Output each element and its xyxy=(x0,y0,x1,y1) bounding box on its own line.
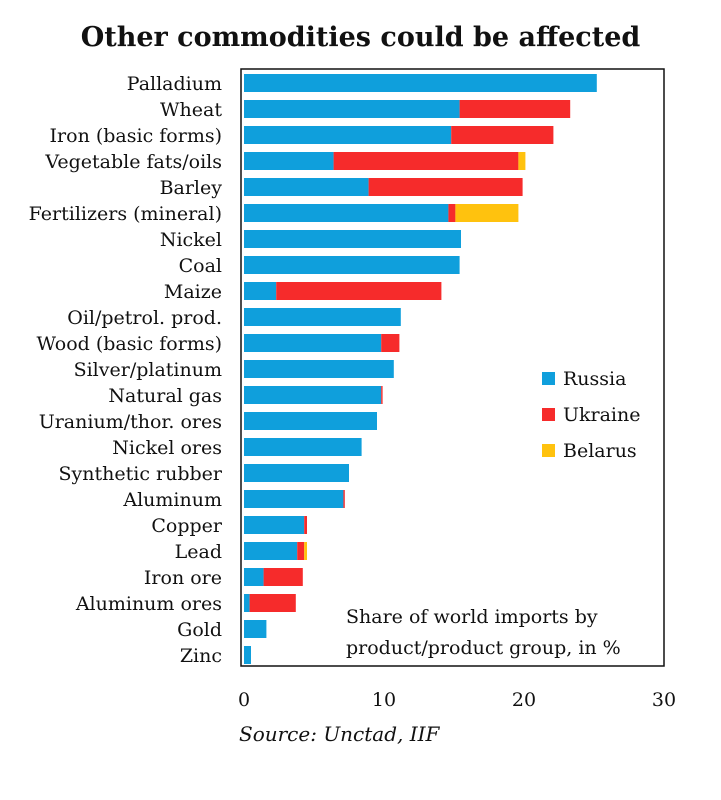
category-labels-group: Palladium Wheat Iron (basic forms) Vegetabl… xyxy=(29,73,223,667)
category-label: Zinc xyxy=(180,645,222,667)
bar-nickel-ores-russia xyxy=(244,438,362,456)
bar-silver-platinum-russia xyxy=(244,360,394,378)
bar-aluminum-ores-ukraine xyxy=(249,594,296,612)
x-tick-label: 30 xyxy=(652,689,676,711)
bar-vegetable-fats-oils-ukraine xyxy=(333,152,519,170)
x-tick-label: 10 xyxy=(372,689,396,711)
bar-copper-ukraine xyxy=(304,516,307,534)
category-label: Copper xyxy=(151,515,223,537)
category-label: Aluminum xyxy=(122,489,222,511)
category-label: Wood (basic forms) xyxy=(37,333,222,355)
bar-natural-gas-ukraine xyxy=(381,386,383,404)
bar-lead-belarus xyxy=(304,542,307,560)
chart-note: Share of world imports by product/produc… xyxy=(346,602,621,664)
bar-palladium-russia xyxy=(244,74,597,92)
bars-group xyxy=(244,74,597,664)
legend-label-belarus: Belarus xyxy=(563,440,637,462)
bar-aluminum-ukraine xyxy=(343,490,345,508)
category-label: Barley xyxy=(160,177,223,199)
category-label: Palladium xyxy=(127,73,222,95)
source-note: Source: Unctad, IIF xyxy=(239,722,440,746)
category-label: Iron (basic forms) xyxy=(50,125,222,147)
bar-fertilizers-mineral-russia xyxy=(244,204,449,222)
category-label: Aluminum ores xyxy=(75,593,222,615)
category-label: Uranium/thor. ores xyxy=(39,411,222,433)
bar-aluminum-ores-russia xyxy=(244,594,250,612)
bar-iron-basic-forms-russia xyxy=(244,126,452,144)
bar-fertilizers-mineral-belarus xyxy=(455,204,519,222)
legend: Russia Ukraine Belarus xyxy=(542,368,641,462)
bar-barley-ukraine xyxy=(368,178,523,196)
category-label: Nickel ores xyxy=(112,437,222,459)
x-tick-label: 0 xyxy=(238,689,250,711)
bar-barley-russia xyxy=(244,178,369,196)
bar-maize-russia xyxy=(244,282,277,300)
chart-note-line-2: product/product group, in % xyxy=(346,637,621,659)
category-label: Natural gas xyxy=(108,385,222,407)
legend-swatch-ukraine xyxy=(542,408,555,421)
bar-coal-russia xyxy=(244,256,460,274)
x-tick-label: 20 xyxy=(512,689,536,711)
bar-vegetable-fats-oils-russia xyxy=(244,152,334,170)
category-label: Synthetic rubber xyxy=(59,463,223,485)
bar-gold-russia xyxy=(244,620,267,638)
bar-synthetic-rubber-russia xyxy=(244,464,349,482)
category-label: Silver/platinum xyxy=(74,359,222,381)
bar-aluminum-russia xyxy=(244,490,344,508)
legend-label-ukraine: Ukraine xyxy=(563,404,641,426)
category-label: Gold xyxy=(177,619,222,641)
category-label: Coal xyxy=(179,255,222,277)
plot-frame xyxy=(240,68,665,667)
category-label: Nickel xyxy=(160,229,222,251)
bar-wheat-ukraine xyxy=(459,100,571,118)
category-label: Fertilizers (mineral) xyxy=(29,203,222,225)
x-tick-labels-group: 0 10 20 30 xyxy=(238,689,676,711)
bar-fertilizers-mineral-ukraine xyxy=(448,204,456,222)
category-label: Wheat xyxy=(160,99,222,121)
bar-zinc-russia xyxy=(244,646,251,664)
bar-natural-gas-russia xyxy=(244,386,382,404)
category-label: Maize xyxy=(164,281,222,303)
bar-nickel-russia xyxy=(244,230,461,248)
legend-swatch-russia xyxy=(542,372,555,385)
chart-note-line-1: Share of world imports by xyxy=(346,606,598,628)
bar-wood-basic-forms-russia xyxy=(244,334,382,352)
category-label: Oil/petrol. prod. xyxy=(67,307,222,329)
bar-iron-basic-forms-ukraine xyxy=(451,126,554,144)
bar-uranium-thor-ores-russia xyxy=(244,412,377,430)
bar-oil-petrol-prod-russia xyxy=(244,308,401,326)
bar-iron-ore-russia xyxy=(244,568,264,586)
bar-vegetable-fats-oils-belarus xyxy=(518,152,526,170)
category-label: Iron ore xyxy=(144,567,222,589)
category-label: Vegetable fats/oils xyxy=(44,151,222,173)
bar-copper-russia xyxy=(244,516,305,534)
bar-iron-ore-ukraine xyxy=(263,568,303,586)
bar-lead-ukraine xyxy=(297,542,305,560)
chart-title: Other commodities could be affected xyxy=(80,22,641,53)
bar-maize-ukraine xyxy=(276,282,442,300)
legend-swatch-belarus xyxy=(542,444,555,457)
bar-wheat-russia xyxy=(244,100,460,118)
legend-label-russia: Russia xyxy=(563,368,626,390)
category-label: Lead xyxy=(175,541,222,563)
bar-lead-russia xyxy=(244,542,298,560)
bar-wood-basic-forms-ukraine xyxy=(381,334,400,352)
